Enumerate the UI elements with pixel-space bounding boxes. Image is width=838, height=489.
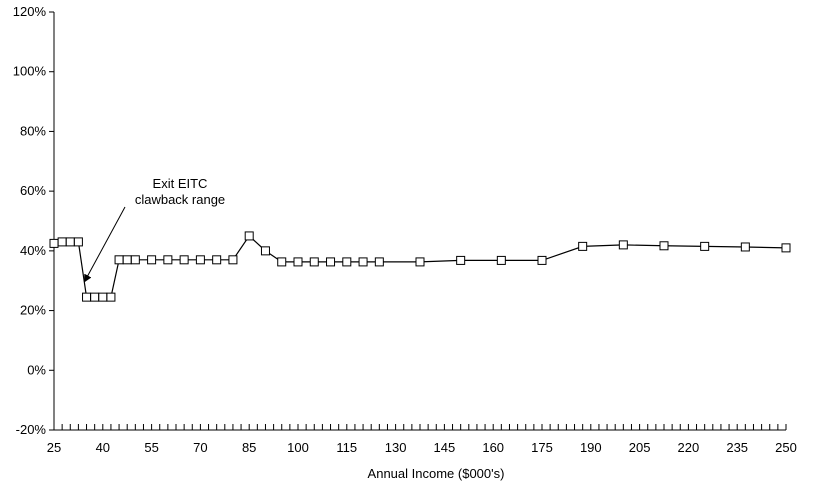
x-tick-label: 130 [385, 440, 407, 455]
annotation-text: Exit EITC [153, 176, 208, 191]
data-point-marker [99, 293, 107, 301]
annotation-arrow [85, 207, 125, 282]
data-point-marker [50, 239, 58, 247]
x-tick-label: 25 [47, 440, 61, 455]
data-point-marker [148, 256, 156, 264]
annotation-text: clawback range [135, 192, 225, 207]
axes [54, 12, 786, 430]
data-point-marker [229, 256, 237, 264]
x-tick-label: 70 [193, 440, 207, 455]
data-point-marker [343, 258, 351, 266]
data-point-marker [66, 238, 74, 246]
data-point-marker [619, 241, 627, 249]
y-tick-label: 0% [27, 362, 46, 377]
data-point-marker [457, 256, 465, 264]
data-point-marker [310, 258, 318, 266]
data-point-marker [278, 258, 286, 266]
x-tick-label: 205 [629, 440, 651, 455]
data-point-marker [107, 293, 115, 301]
y-tick-label: 40% [20, 243, 46, 258]
y-ticks: -20% 0% 20% 40% 60% 80% 100% 120% [13, 4, 54, 437]
data-point-marker [245, 232, 253, 240]
data-point-marker [782, 244, 790, 252]
x-tick-label: 85 [242, 440, 256, 455]
series-line [54, 236, 786, 297]
y-tick-label: 100% [13, 64, 47, 79]
data-point-marker [131, 256, 139, 264]
data-point-marker [359, 258, 367, 266]
x-axis-title: Annual Income ($000's) [368, 466, 505, 481]
series-layer [50, 232, 790, 301]
data-point-marker [261, 247, 269, 255]
data-point-marker [375, 258, 383, 266]
y-tick-label: 80% [20, 123, 46, 138]
data-point-marker [196, 256, 204, 264]
x-ticks: 25 40 55 70 85 100 115 130 145 160 175 190 205 220 235… [47, 424, 797, 455]
x-tick-label: 190 [580, 440, 602, 455]
data-point-marker [416, 258, 424, 266]
y-tick-label: 20% [20, 303, 46, 318]
data-point-marker [123, 256, 131, 264]
x-tick-label: 40 [96, 440, 110, 455]
y-tick-label: 60% [20, 183, 46, 198]
data-point-marker [180, 256, 188, 264]
x-tick-label: 175 [531, 440, 553, 455]
data-point-marker [294, 258, 302, 266]
x-tick-label: 235 [726, 440, 748, 455]
data-point-marker [701, 242, 709, 250]
data-point-marker [164, 256, 172, 264]
data-point-marker [660, 242, 668, 250]
data-point-marker [74, 238, 82, 246]
data-point-marker [91, 293, 99, 301]
y-tick-label: -20% [16, 422, 47, 437]
x-tick-label: 250 [775, 440, 797, 455]
data-point-marker [83, 293, 91, 301]
x-tick-label: 220 [678, 440, 700, 455]
data-point-marker [327, 258, 335, 266]
data-point-marker [741, 243, 749, 251]
x-tick-label: 100 [287, 440, 309, 455]
data-point-marker [58, 238, 66, 246]
data-point-marker [497, 256, 505, 264]
data-point-marker [579, 242, 587, 250]
y-tick-label: 120% [13, 4, 47, 19]
x-tick-label: 55 [144, 440, 158, 455]
x-tick-label: 145 [434, 440, 456, 455]
x-tick-label: 160 [482, 440, 504, 455]
data-point-marker [213, 256, 221, 264]
data-point-marker [115, 256, 123, 264]
x-tick-label: 115 [336, 440, 357, 455]
data-point-marker [538, 256, 546, 264]
